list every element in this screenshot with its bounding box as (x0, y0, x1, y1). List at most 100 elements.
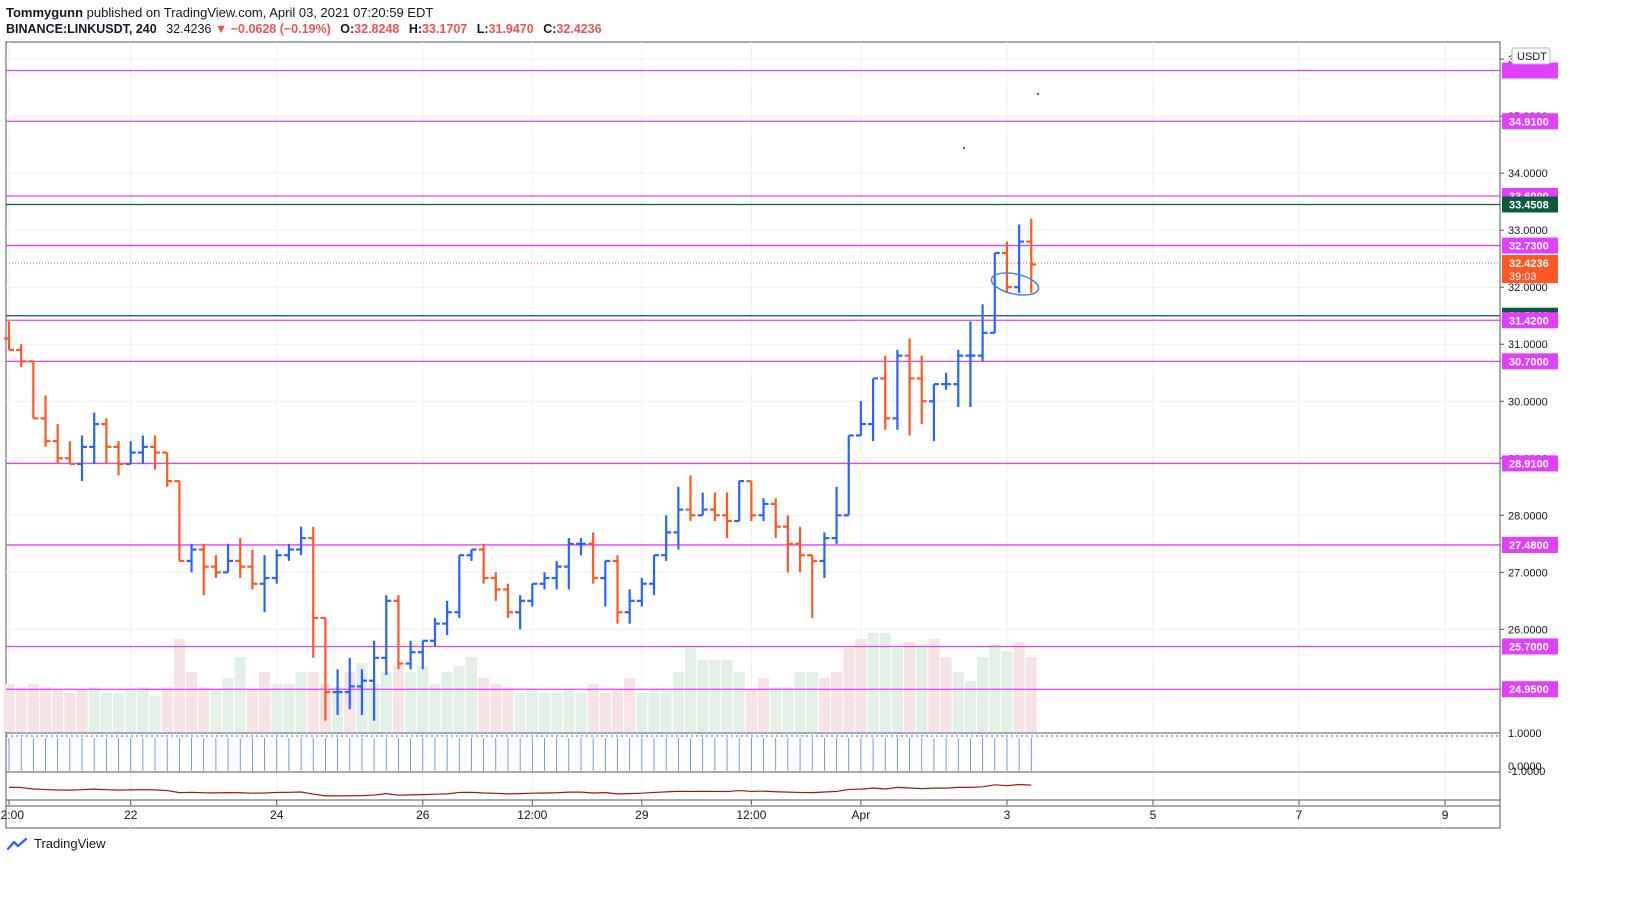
open-value: 32.8248 (354, 22, 400, 36)
time-tick-label: Apr (852, 808, 871, 822)
volume-bar (612, 690, 623, 732)
ohlc-bar (356, 669, 367, 715)
volume-bar (283, 684, 295, 732)
price-axis: 26.000027.000028.000029.000030.000031.00… (1499, 42, 1558, 828)
volume-bar (478, 678, 490, 732)
close-value: 32.4236 (556, 22, 602, 36)
level-badge (1502, 312, 1558, 329)
volume-bar (125, 690, 137, 732)
volume-bar (514, 693, 526, 732)
ohlc-bar (64, 441, 75, 466)
volume-bar (3, 684, 15, 732)
level-badge-label: 30.7000 (1509, 356, 1549, 368)
volume-bar (599, 693, 611, 732)
ohlc-bar (308, 526, 319, 658)
ohlc-bar (1026, 218, 1037, 293)
ohlc-bar (843, 434, 854, 517)
ohlc-bar (539, 572, 550, 590)
indicator-axis-label: 0.0000 (1508, 761, 1542, 773)
ohlc-bar (916, 355, 927, 425)
volume-bar (1001, 651, 1013, 732)
volume-bar (259, 672, 271, 732)
volume-bar (709, 660, 721, 732)
high-label: H: (408, 22, 423, 36)
ohlc-bar (685, 475, 696, 522)
price-tick-label: 26.0000 (1508, 624, 1548, 636)
price-tick-label: 28.0000 (1508, 510, 1548, 522)
volume-bar (149, 696, 161, 732)
ohlc-bar (247, 549, 258, 590)
time-tick-label: 24 (270, 808, 284, 822)
volume-bar (173, 639, 185, 732)
time-tick-label: 29 (635, 808, 649, 822)
volume-series (3, 633, 1037, 732)
ohlc-bar (405, 640, 416, 670)
ohlc-bar (624, 589, 635, 624)
volume-bar (526, 690, 538, 732)
volume-bar (940, 657, 952, 732)
volume-bar (137, 687, 149, 732)
ohlc-bar (417, 639, 428, 670)
ohlc-bar (296, 526, 307, 556)
grid (6, 42, 1500, 828)
ohlc-bar (490, 572, 501, 601)
publisher-name[interactable]: Tommygunn (6, 5, 84, 20)
ohlc-bar (77, 435, 88, 482)
volume-bar (40, 687, 52, 732)
volume-bar (831, 672, 843, 732)
ohlc-bar (807, 554, 818, 618)
volume-bar (246, 690, 258, 732)
volume-bar (575, 693, 587, 732)
volume-bar (733, 672, 745, 732)
volume-bar (1025, 657, 1037, 732)
ohlc-bar (320, 616, 331, 721)
ohlc-bar (977, 304, 988, 362)
time-tick-label: 12:00 (0, 808, 24, 822)
price-change: ▼ −0.0628 (−0.19%) (214, 22, 331, 36)
ohlc-bar (101, 418, 112, 464)
indicator-axis-label: 1.0000 (1508, 728, 1542, 740)
volume-bar (806, 672, 818, 732)
ohlc-bar (283, 543, 294, 561)
time-tick-label: 26 (416, 808, 430, 822)
price-tick-label: 31.0000 (1508, 339, 1548, 351)
volume-bar (198, 687, 210, 732)
volume-bar (538, 693, 550, 732)
level-badge-label: 25.7000 (1509, 641, 1549, 653)
volume-bar (879, 633, 891, 732)
volume-bar (916, 645, 928, 732)
volume-bar (843, 648, 855, 732)
ohlc-bar (661, 515, 672, 561)
volume-bar (15, 687, 27, 732)
ohlc-bar (649, 554, 660, 596)
volume-bar (1013, 642, 1025, 732)
horizontal-levels (6, 69, 1500, 690)
ohlc-bar (575, 538, 586, 556)
tradingview-logo[interactable]: TradingView (6, 836, 106, 851)
tradingview-logo-text: TradingView (34, 836, 106, 851)
volume-bar (222, 678, 234, 732)
volume-bar (88, 687, 100, 732)
volume-bar (697, 660, 709, 732)
volume-bar (210, 690, 222, 732)
symbol-label[interactable]: BINANCE:LINKUSDT, 240 (6, 22, 157, 36)
volume-bar (891, 648, 903, 732)
last-price-badge (1502, 255, 1558, 284)
time-tick-label: 3 (1004, 808, 1011, 822)
ohlc-bar (928, 383, 939, 442)
level-badge (1502, 113, 1558, 130)
ohlc-bar (782, 515, 793, 573)
ohlc-bar (52, 424, 63, 464)
level-badge-label: 31.4200 (1509, 315, 1549, 327)
volume-bar (685, 648, 697, 732)
volume-bar (867, 633, 879, 732)
ohlc-bar (28, 360, 39, 420)
ohlc-bar (600, 559, 611, 607)
ohlc-bar (174, 479, 185, 563)
currency-badge-label: USDT (1517, 51, 1547, 63)
ohlc-bar (551, 560, 562, 590)
volume-bar (271, 684, 283, 732)
level-badge (1502, 536, 1558, 553)
ohlc-bar (746, 479, 757, 522)
